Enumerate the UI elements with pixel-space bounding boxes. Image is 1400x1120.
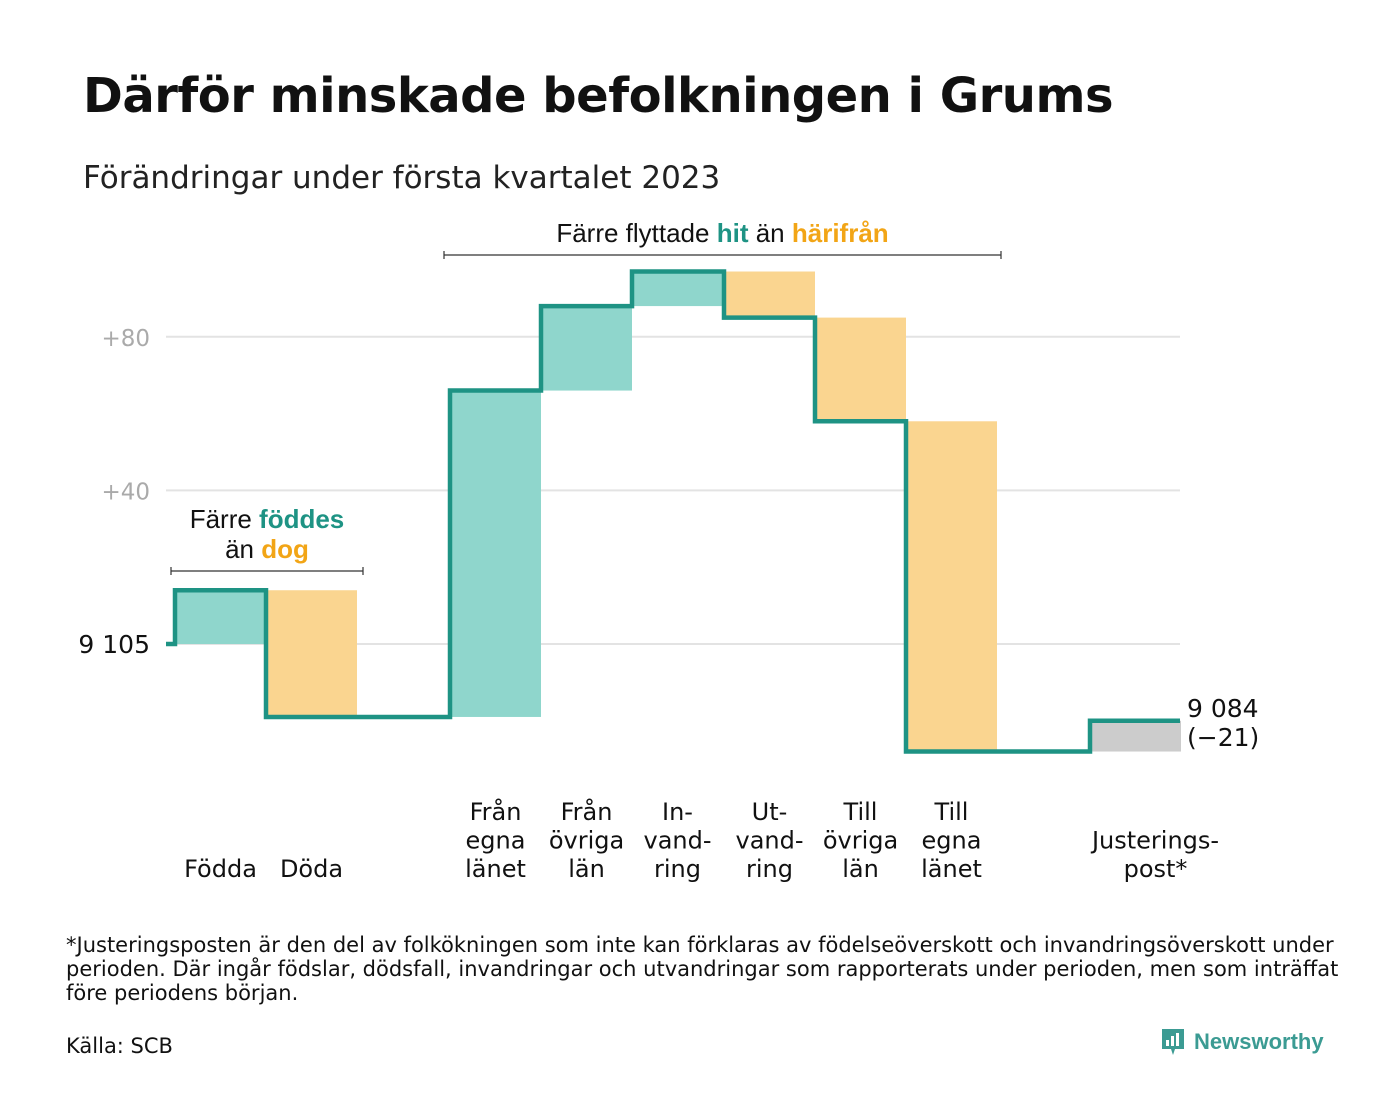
bar-increase [632, 271, 723, 307]
bar-increase [541, 306, 632, 391]
category-label: Från övriga län [549, 797, 624, 883]
category-label: Födda [184, 855, 257, 883]
bar-decrease [906, 421, 997, 752]
category-label: Till egna länet [921, 798, 982, 883]
end-value-label: 9 084 [1187, 694, 1259, 723]
category-label: In-vand-ring [643, 798, 711, 883]
source-note: Källa: SCB [66, 1034, 173, 1058]
category-label: Döda [280, 855, 343, 883]
brand-logo: Newsworthy [1160, 1027, 1324, 1057]
bar-increase [175, 590, 266, 644]
annotation-text: än dog [225, 534, 309, 564]
category-label: Ut-vand-ring [735, 798, 803, 883]
cumulative-step-line [166, 269, 1180, 754]
brand-name: Newsworthy [1194, 1029, 1324, 1054]
newsworthy-logo-icon [1162, 1029, 1184, 1055]
bar-decrease [266, 590, 357, 717]
chart-subtitle: Förändringar under första kvartalet 2023 [83, 160, 721, 196]
chart-title: Därför minskade befolkningen i Grums [83, 68, 1114, 124]
annotation-text: Färre föddes [190, 504, 345, 534]
category-label: Justerings-post* [1090, 827, 1219, 884]
y-tick-label: +80 [101, 326, 150, 352]
end-change-label: (−21) [1187, 723, 1259, 752]
bar-increase [450, 390, 541, 717]
category-label: Från egna länet [465, 797, 526, 883]
bar-decrease [724, 271, 815, 318]
bar-decrease [815, 317, 906, 422]
y-tick-label: +40 [101, 479, 150, 505]
waterfall-chart: +40 +80 9 105 9 084(−21) Födda Döda Från egna lä… [78, 218, 1259, 884]
start-value-label: 9 105 [78, 630, 150, 659]
bar-adjustment [1090, 720, 1181, 752]
annotation-text: Färre flyttade hit än härifrån [556, 218, 888, 248]
category-label: Till övriga län [823, 798, 898, 883]
footnote: *Justeringsposten är den del av folkökni… [66, 933, 1339, 1005]
